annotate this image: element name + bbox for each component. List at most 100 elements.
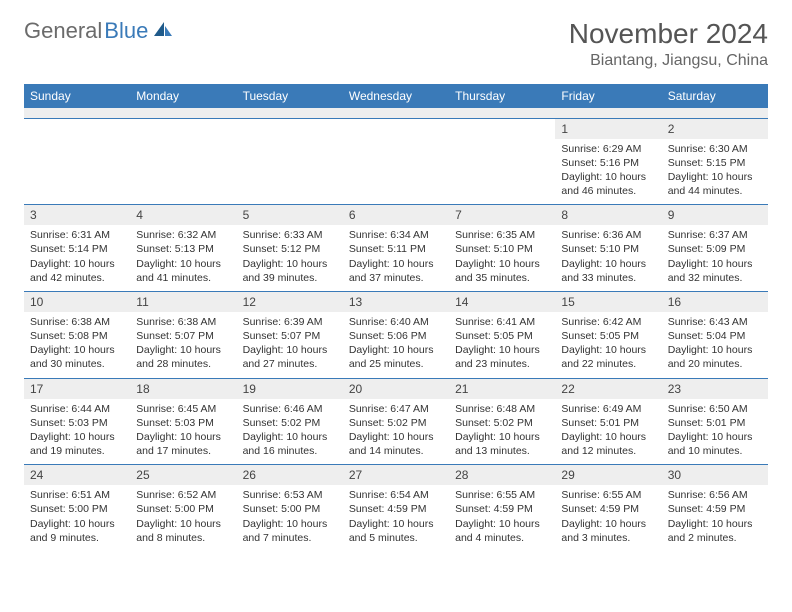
day-cell: 28Sunrise: 6:55 AMSunset: 4:59 PMDayligh… (449, 465, 555, 551)
day-cell: 14Sunrise: 6:41 AMSunset: 5:05 PMDayligh… (449, 291, 555, 378)
day-number: 26 (237, 465, 343, 485)
blank-cell (343, 108, 449, 118)
day-content: Sunrise: 6:49 AMSunset: 5:01 PMDaylight:… (555, 399, 661, 465)
day-cell: 6Sunrise: 6:34 AMSunset: 5:11 PMDaylight… (343, 205, 449, 292)
day-content: Sunrise: 6:55 AMSunset: 4:59 PMDaylight:… (555, 485, 661, 551)
day-number: 15 (555, 292, 661, 312)
week-row: 1Sunrise: 6:29 AMSunset: 5:16 PMDaylight… (24, 118, 768, 205)
day-cell: 29Sunrise: 6:55 AMSunset: 4:59 PMDayligh… (555, 465, 661, 551)
day-cell: 3Sunrise: 6:31 AMSunset: 5:14 PMDaylight… (24, 205, 130, 292)
day-cell: 21Sunrise: 6:48 AMSunset: 5:02 PMDayligh… (449, 378, 555, 465)
day-number: 7 (449, 205, 555, 225)
weekday-header: Tuesday (237, 84, 343, 108)
day-cell: 7Sunrise: 6:35 AMSunset: 5:10 PMDaylight… (449, 205, 555, 292)
day-cell: 15Sunrise: 6:42 AMSunset: 5:05 PMDayligh… (555, 291, 661, 378)
day-cell: 12Sunrise: 6:39 AMSunset: 5:07 PMDayligh… (237, 291, 343, 378)
day-cell: 8Sunrise: 6:36 AMSunset: 5:10 PMDaylight… (555, 205, 661, 292)
logo-text-blue: Blue (104, 18, 148, 44)
day-number: 29 (555, 465, 661, 485)
day-number: 28 (449, 465, 555, 485)
day-cell: 19Sunrise: 6:46 AMSunset: 5:02 PMDayligh… (237, 378, 343, 465)
day-content: Sunrise: 6:56 AMSunset: 4:59 PMDaylight:… (662, 485, 768, 551)
day-content: Sunrise: 6:45 AMSunset: 5:03 PMDaylight:… (130, 399, 236, 465)
day-number: 12 (237, 292, 343, 312)
day-number: 11 (130, 292, 236, 312)
week-row: 10Sunrise: 6:38 AMSunset: 5:08 PMDayligh… (24, 291, 768, 378)
day-content: Sunrise: 6:37 AMSunset: 5:09 PMDaylight:… (662, 225, 768, 291)
weekday-header: Friday (555, 84, 661, 108)
weekday-header: Saturday (662, 84, 768, 108)
blank-cell (449, 108, 555, 118)
day-cell: 18Sunrise: 6:45 AMSunset: 5:03 PMDayligh… (130, 378, 236, 465)
day-cell: 1Sunrise: 6:29 AMSunset: 5:16 PMDaylight… (555, 118, 661, 205)
day-content: Sunrise: 6:39 AMSunset: 5:07 PMDaylight:… (237, 312, 343, 378)
day-number: 27 (343, 465, 449, 485)
location-label: Biantang, Jiangsu, China (569, 52, 768, 70)
logo-sail-icon (152, 20, 174, 43)
week-row: 24Sunrise: 6:51 AMSunset: 5:00 PMDayligh… (24, 465, 768, 551)
day-cell: 23Sunrise: 6:50 AMSunset: 5:01 PMDayligh… (662, 378, 768, 465)
day-content: Sunrise: 6:40 AMSunset: 5:06 PMDaylight:… (343, 312, 449, 378)
day-content: Sunrise: 6:32 AMSunset: 5:13 PMDaylight:… (130, 225, 236, 291)
day-content: Sunrise: 6:55 AMSunset: 4:59 PMDaylight:… (449, 485, 555, 551)
empty-day-cell (24, 118, 130, 205)
day-number: 13 (343, 292, 449, 312)
day-content: Sunrise: 6:48 AMSunset: 5:02 PMDaylight:… (449, 399, 555, 465)
day-cell: 20Sunrise: 6:47 AMSunset: 5:02 PMDayligh… (343, 378, 449, 465)
day-content: Sunrise: 6:31 AMSunset: 5:14 PMDaylight:… (24, 225, 130, 291)
day-content: Sunrise: 6:34 AMSunset: 5:11 PMDaylight:… (343, 225, 449, 291)
day-number: 3 (24, 205, 130, 225)
day-content: Sunrise: 6:36 AMSunset: 5:10 PMDaylight:… (555, 225, 661, 291)
weekday-header: Sunday (24, 84, 130, 108)
weekday-header: Wednesday (343, 84, 449, 108)
day-cell: 30Sunrise: 6:56 AMSunset: 4:59 PMDayligh… (662, 465, 768, 551)
day-number: 14 (449, 292, 555, 312)
day-cell: 13Sunrise: 6:40 AMSunset: 5:06 PMDayligh… (343, 291, 449, 378)
empty-day-cell (343, 118, 449, 205)
day-cell: 16Sunrise: 6:43 AMSunset: 5:04 PMDayligh… (662, 291, 768, 378)
day-cell: 17Sunrise: 6:44 AMSunset: 5:03 PMDayligh… (24, 378, 130, 465)
empty-day-cell (130, 118, 236, 205)
day-content: Sunrise: 6:44 AMSunset: 5:03 PMDaylight:… (24, 399, 130, 465)
day-content: Sunrise: 6:43 AMSunset: 5:04 PMDaylight:… (662, 312, 768, 378)
day-cell: 9Sunrise: 6:37 AMSunset: 5:09 PMDaylight… (662, 205, 768, 292)
day-number: 22 (555, 379, 661, 399)
day-number: 8 (555, 205, 661, 225)
day-cell: 26Sunrise: 6:53 AMSunset: 5:00 PMDayligh… (237, 465, 343, 551)
day-content: Sunrise: 6:30 AMSunset: 5:15 PMDaylight:… (662, 139, 768, 205)
day-content: Sunrise: 6:33 AMSunset: 5:12 PMDaylight:… (237, 225, 343, 291)
day-content: Sunrise: 6:41 AMSunset: 5:05 PMDaylight:… (449, 312, 555, 378)
blank-cell (555, 108, 661, 118)
day-content: Sunrise: 6:52 AMSunset: 5:00 PMDaylight:… (130, 485, 236, 551)
day-number: 21 (449, 379, 555, 399)
day-cell: 4Sunrise: 6:32 AMSunset: 5:13 PMDaylight… (130, 205, 236, 292)
day-content: Sunrise: 6:42 AMSunset: 5:05 PMDaylight:… (555, 312, 661, 378)
day-number: 1 (555, 119, 661, 139)
day-content: Sunrise: 6:53 AMSunset: 5:00 PMDaylight:… (237, 485, 343, 551)
day-content: Sunrise: 6:47 AMSunset: 5:02 PMDaylight:… (343, 399, 449, 465)
day-number: 23 (662, 379, 768, 399)
day-content: Sunrise: 6:46 AMSunset: 5:02 PMDaylight:… (237, 399, 343, 465)
day-content: Sunrise: 6:51 AMSunset: 5:00 PMDaylight:… (24, 485, 130, 551)
day-number: 10 (24, 292, 130, 312)
blank-cell (237, 108, 343, 118)
day-number: 24 (24, 465, 130, 485)
day-number: 2 (662, 119, 768, 139)
day-number: 5 (237, 205, 343, 225)
day-content: Sunrise: 6:38 AMSunset: 5:08 PMDaylight:… (24, 312, 130, 378)
blank-cell (24, 108, 130, 118)
weekday-header: Thursday (449, 84, 555, 108)
day-content: Sunrise: 6:54 AMSunset: 4:59 PMDaylight:… (343, 485, 449, 551)
day-number: 18 (130, 379, 236, 399)
day-number: 16 (662, 292, 768, 312)
day-content: Sunrise: 6:38 AMSunset: 5:07 PMDaylight:… (130, 312, 236, 378)
empty-day-cell (449, 118, 555, 205)
month-title: November 2024 (569, 18, 768, 50)
day-number: 9 (662, 205, 768, 225)
day-cell: 11Sunrise: 6:38 AMSunset: 5:07 PMDayligh… (130, 291, 236, 378)
day-number: 30 (662, 465, 768, 485)
logo: General Blue (24, 18, 174, 44)
day-content: Sunrise: 6:29 AMSunset: 5:16 PMDaylight:… (555, 139, 661, 205)
day-cell: 2Sunrise: 6:30 AMSunset: 5:15 PMDaylight… (662, 118, 768, 205)
day-cell: 27Sunrise: 6:54 AMSunset: 4:59 PMDayligh… (343, 465, 449, 551)
